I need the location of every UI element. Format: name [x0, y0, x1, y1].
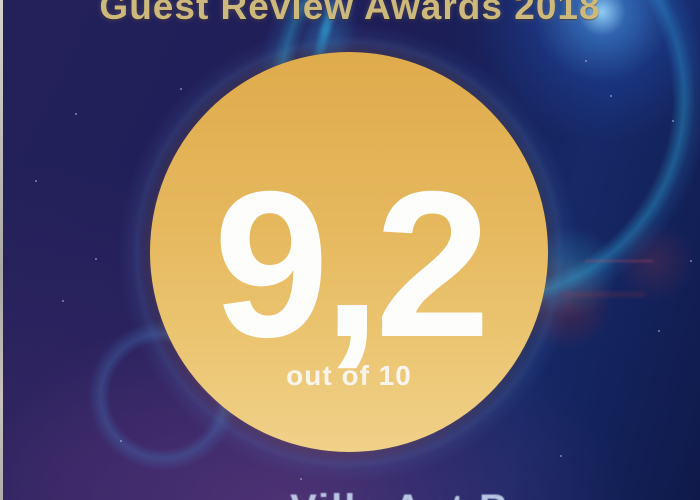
dust-speck — [560, 455, 562, 457]
score-caption: out of 10 — [286, 360, 412, 391]
red-flare-streak — [585, 260, 653, 262]
dust-speck — [95, 258, 97, 260]
dust-speck — [62, 300, 64, 302]
photo-left-edge — [0, 0, 3, 500]
dust-speck — [610, 95, 612, 97]
dust-speck — [658, 330, 660, 332]
award-title: Guest Review Awards 2018 — [99, 0, 601, 27]
dust-speck — [180, 88, 182, 90]
dust-speck — [120, 440, 122, 442]
dust-speck — [585, 60, 587, 62]
dust-speck — [35, 180, 37, 182]
score-badge: 9,2 out of 10 — [150, 52, 548, 452]
property-name-partial: Villa Ant B — [100, 487, 700, 500]
dust-speck — [75, 113, 77, 115]
red-flare-streak — [560, 293, 645, 296]
review-score: 9,2 — [213, 148, 490, 381]
dust-speck — [672, 120, 674, 122]
dust-speck — [300, 478, 302, 480]
dust-speck — [690, 260, 692, 262]
